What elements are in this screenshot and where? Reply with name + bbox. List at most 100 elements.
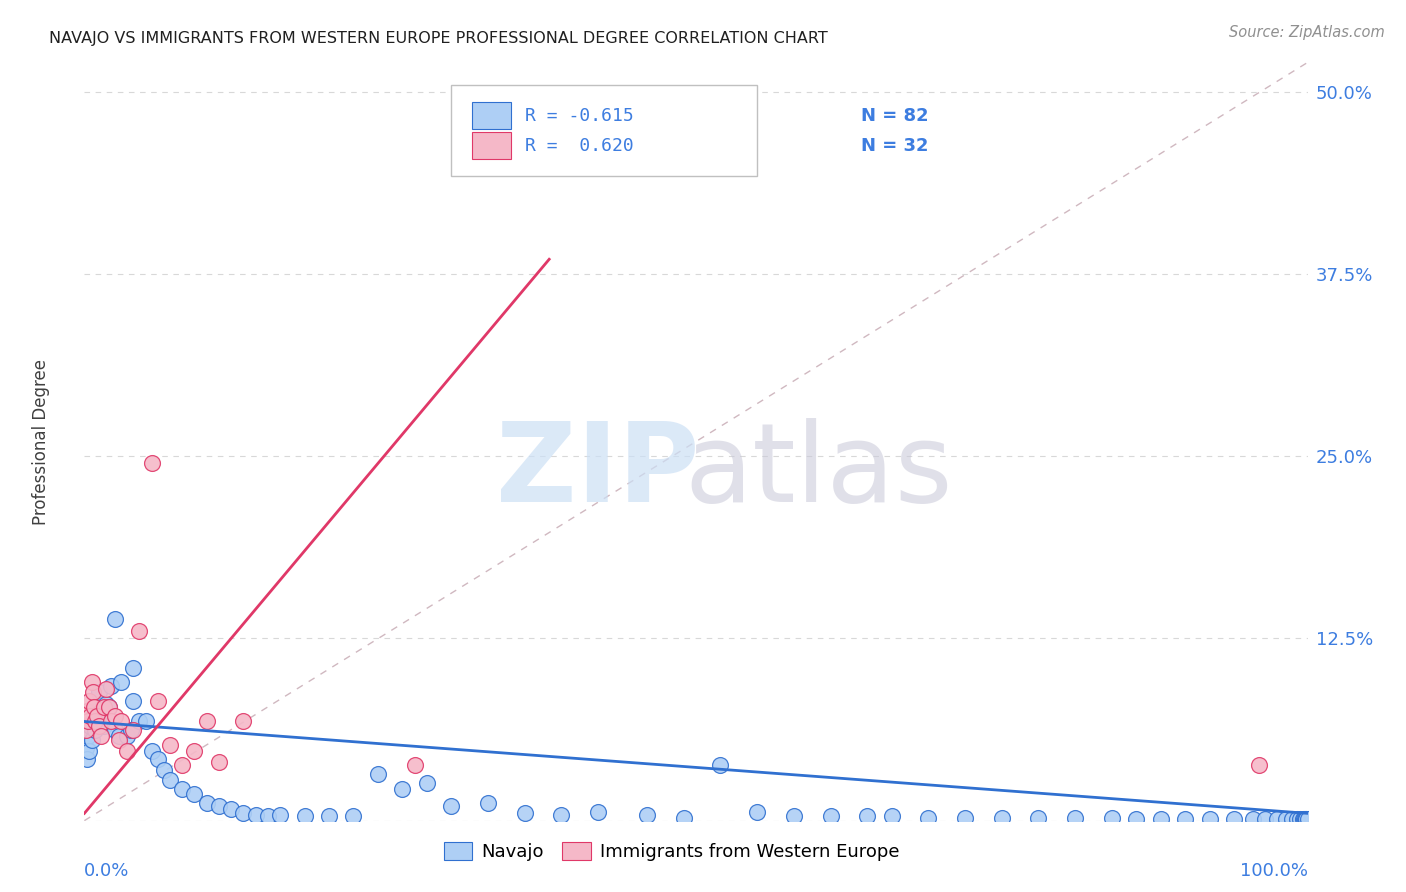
Point [709,758,731,772]
Point [90,712,112,726]
Point [97,699,120,714]
Point [172,781,194,796]
Point [159,772,181,787]
Point [159,738,181,752]
Text: N = 32: N = 32 [860,136,928,155]
Text: Source: ZipAtlas.com: Source: ZipAtlas.com [1229,25,1385,40]
Point [1241,812,1264,826]
Point [93,719,115,733]
Point [90,729,112,743]
Point [1064,811,1087,825]
Point [1223,812,1246,826]
Point [87,685,110,699]
Point [1295,812,1317,826]
Point [208,799,231,814]
Point [1150,812,1173,826]
Point [1296,812,1319,826]
Point [128,714,150,729]
Point [856,809,879,823]
Point [1247,758,1270,772]
Point [1101,811,1123,825]
Point [146,694,169,708]
Point [1274,812,1296,826]
Point [107,733,129,747]
Text: 0.0%: 0.0% [84,863,129,880]
Point [1294,812,1316,826]
Point [86,704,108,718]
Point [747,805,769,819]
Point [110,714,132,729]
FancyBboxPatch shape [472,132,512,160]
Point [96,697,118,711]
Point [1254,812,1277,826]
Point [84,714,107,729]
Point [75,740,97,755]
Point [232,806,254,821]
Point [550,807,572,822]
Point [195,714,218,729]
Point [183,744,205,758]
Text: R =  0.620: R = 0.620 [524,136,634,155]
Point [82,708,104,723]
Point [672,811,695,825]
Point [146,752,169,766]
Point [586,805,609,819]
Point [80,675,103,690]
Point [84,723,107,738]
Point [404,758,426,772]
Text: ZIP: ZIP [496,418,700,525]
Point [100,680,122,694]
Point [269,807,291,822]
Point [1285,812,1308,826]
Point [115,729,138,743]
Point [477,796,499,810]
Point [77,694,100,708]
Point [391,781,413,796]
Point [122,723,145,738]
Point [104,612,127,626]
Point [1028,811,1050,825]
Point [82,685,104,699]
Point [636,807,658,822]
Point [880,809,903,823]
Point [219,802,242,816]
FancyBboxPatch shape [472,102,512,129]
Point [128,624,150,639]
Point [318,809,340,823]
Point [367,767,389,781]
Point [93,699,115,714]
Point [1289,812,1312,826]
Point [80,733,103,747]
Text: 100.0%: 100.0% [1240,863,1308,880]
Point [135,714,157,729]
Point [172,758,194,772]
Point [1265,812,1288,826]
Point [183,788,205,802]
Point [1174,812,1197,826]
Point [1292,812,1315,826]
Point [87,719,110,733]
Point [104,708,127,723]
Point [416,776,439,790]
Text: atlas: atlas [685,418,952,525]
Point [79,708,101,723]
Point [440,799,463,814]
Point [104,723,127,738]
Point [1125,812,1147,826]
Point [115,744,138,758]
Point [820,809,842,823]
Legend: Navajo, Immigrants from Western Europe: Navajo, Immigrants from Western Europe [436,835,907,869]
Point [120,723,142,738]
Point [122,694,145,708]
Text: N = 82: N = 82 [860,106,929,125]
Point [122,660,145,674]
Point [1281,812,1303,826]
Point [79,719,101,733]
Point [1198,812,1220,826]
Point [991,811,1014,825]
Point [77,729,100,743]
Text: Professional Degree: Professional Degree [32,359,51,524]
Point [77,744,100,758]
Point [953,811,976,825]
Point [97,699,120,714]
